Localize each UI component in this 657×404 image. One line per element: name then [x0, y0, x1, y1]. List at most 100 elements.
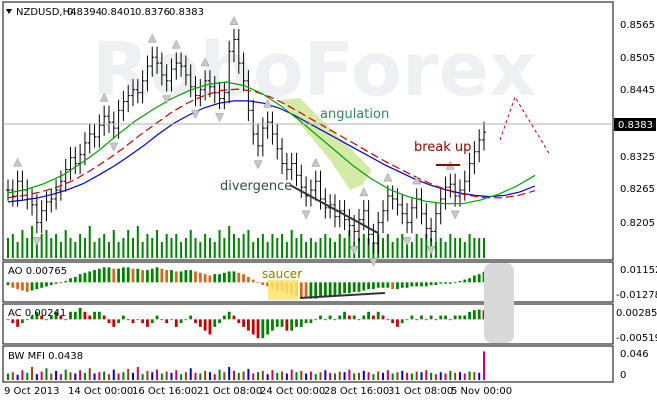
ac-bar	[165, 319, 169, 324]
ac-bar	[218, 319, 221, 324]
ao-bar	[184, 270, 188, 283]
volume-bar	[11, 234, 14, 258]
fractals-layer	[13, 16, 460, 267]
time-tick: 5 Nov 00:00	[451, 386, 512, 397]
mfi-bar	[127, 368, 130, 380]
fractal-down-icon	[402, 237, 412, 247]
volume-bar	[59, 242, 62, 258]
volume-bar	[112, 230, 115, 258]
ao-bar	[174, 271, 178, 283]
mfi-bar	[45, 368, 48, 380]
fractal-down-icon	[191, 110, 200, 120]
volume-bar	[242, 234, 245, 258]
ac-bar	[338, 315, 342, 320]
ac-bar	[266, 319, 270, 335]
mfi-bar	[343, 372, 346, 380]
ac-tick-bottom: -0.00519	[616, 333, 657, 344]
mfi-bar	[103, 371, 106, 380]
volume-bar	[218, 230, 221, 258]
mfi-bar	[93, 373, 96, 380]
ac-bar	[69, 311, 72, 320]
ao-bar	[30, 282, 34, 291]
volume-bar	[314, 242, 317, 258]
ac-bar	[198, 319, 202, 327]
ac-bar	[328, 315, 332, 320]
mfi-bar	[478, 372, 481, 380]
mfi-bar	[64, 369, 67, 380]
volume-bar	[396, 238, 399, 258]
mfi-bar	[357, 372, 360, 380]
volume-bar	[156, 230, 159, 258]
mfi-bar	[295, 372, 298, 380]
mfi-bar	[50, 373, 53, 380]
watermark-text: RoboForex	[92, 27, 536, 113]
ao-bar	[93, 270, 96, 283]
ac-bar	[222, 315, 226, 320]
mfi-bar	[329, 372, 332, 380]
ac-bar	[444, 315, 447, 320]
time-tick: 14 Oct 00:00	[68, 386, 133, 397]
mfi-bar	[425, 370, 428, 380]
mfi-tick-top: 0.046	[620, 349, 649, 360]
volume-bar	[208, 238, 211, 258]
ac-bar	[434, 319, 438, 321]
ao-bar	[160, 268, 164, 283]
ac-bar	[247, 319, 250, 331]
volume-bar	[348, 230, 351, 258]
volume-bar	[204, 234, 207, 258]
ac-bar	[396, 319, 399, 327]
volume-bar	[458, 238, 461, 258]
volume-bar	[16, 242, 19, 258]
volume-bar	[449, 234, 452, 258]
mfi-tick-bottom: 0	[620, 370, 626, 381]
ac-bar	[420, 315, 423, 320]
ao-bar	[64, 280, 68, 283]
fractal-up-icon	[171, 39, 181, 49]
ao-bar	[136, 268, 140, 283]
mfi-bar	[55, 370, 58, 380]
ac-bar	[280, 319, 284, 327]
ao-bar	[448, 282, 452, 284]
volume-bar	[88, 226, 91, 258]
ac-bar	[174, 319, 178, 327]
mfi-bar	[117, 373, 120, 380]
mfi-bar	[146, 370, 149, 380]
ac-bar	[194, 319, 197, 324]
ac-bar	[271, 319, 274, 331]
fractal-up-icon	[311, 157, 321, 167]
fractal-down-icon	[32, 237, 42, 247]
mfi-bar	[458, 372, 461, 380]
ao-bar	[126, 267, 130, 283]
volume-bar	[420, 238, 423, 258]
ao-bar	[400, 282, 404, 288]
ao-bar	[429, 282, 433, 286]
volume-bar	[64, 230, 67, 258]
ac-bar	[376, 311, 380, 320]
volume-bar	[223, 238, 226, 258]
mfi-bar	[180, 374, 183, 380]
fractal-down-icon	[109, 142, 119, 152]
fractal-up-icon	[263, 98, 273, 108]
ac-bar	[141, 319, 145, 324]
time-tick: 21 Oct 08:00	[197, 386, 262, 397]
fractal-up-icon	[200, 57, 210, 67]
ao-bar	[314, 282, 318, 299]
chart-header: NZDUSD,H4 0.8394 0.8401 0.8376 0.8383	[6, 7, 204, 18]
ac-bar	[367, 311, 371, 320]
ac-bar	[83, 311, 87, 320]
mfi-bar	[271, 370, 274, 380]
volume-bar	[132, 238, 135, 258]
ao-bar	[323, 282, 327, 298]
ao-bar	[189, 270, 193, 283]
ac-bar	[295, 319, 298, 327]
volume-bar	[386, 234, 389, 258]
ac-bar	[131, 319, 135, 324]
ao-bar	[472, 275, 476, 283]
ac-bar	[391, 319, 395, 324]
ao-bar	[362, 282, 366, 291]
current-price-label: 0.8383	[618, 120, 653, 131]
volume-bar	[136, 226, 139, 258]
ac-bar	[309, 319, 313, 324]
ac-bar	[136, 319, 140, 321]
ac-bar	[386, 319, 390, 321]
